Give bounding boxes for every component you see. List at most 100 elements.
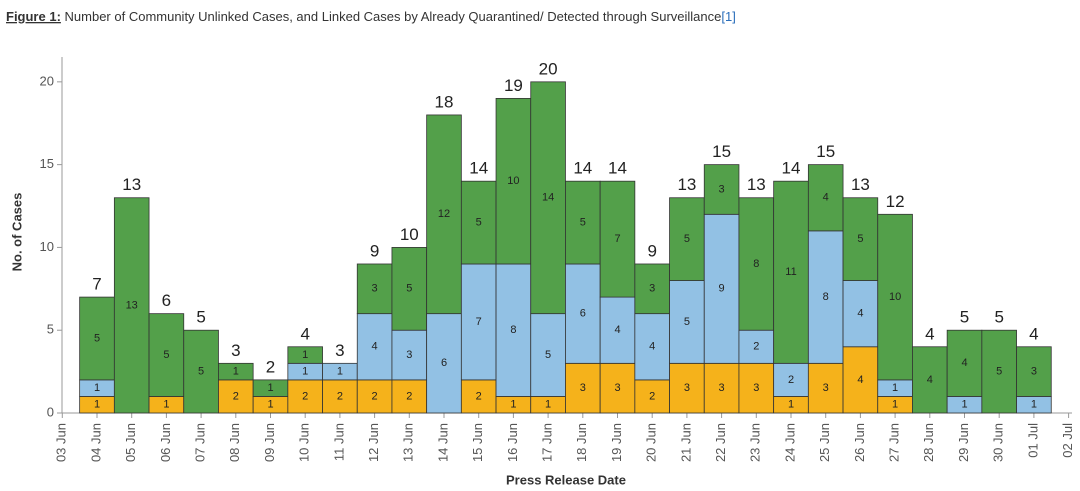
bar-segment xyxy=(218,379,254,414)
segment-label: 3 xyxy=(753,382,759,394)
bar-segment xyxy=(565,362,601,414)
segment-label: 1 xyxy=(163,399,169,411)
y-tick-label: 10 xyxy=(40,239,54,254)
bar-segment xyxy=(599,180,636,298)
segment-label: 4 xyxy=(857,374,863,386)
x-tick-label: 11 Jun xyxy=(331,423,346,461)
title-label: Figure 1: xyxy=(6,9,61,24)
segment-label: 7 xyxy=(614,233,620,245)
bar-segment xyxy=(113,197,150,414)
segment-label: 8 xyxy=(510,324,516,336)
total-label: 13 xyxy=(851,175,870,194)
x-tick-label: 14 Jun xyxy=(435,423,450,462)
chart-title: Figure 1: Number of Community Unlinked C… xyxy=(6,9,736,24)
bar-segment xyxy=(738,362,775,414)
x-tick-label: 19 Jun xyxy=(609,423,624,462)
x-tick-label: 06 Jun xyxy=(158,423,173,462)
segment-label: 3 xyxy=(614,382,620,394)
segment-label: 1 xyxy=(961,399,967,411)
bar-segment xyxy=(877,213,913,381)
segment-label: 1 xyxy=(94,382,100,394)
x-tick-label: 17 Jun xyxy=(540,423,555,462)
segment-label: 5 xyxy=(94,332,100,344)
bar-segment xyxy=(391,329,428,381)
segment-label: 4 xyxy=(823,192,829,204)
segment-label: 2 xyxy=(233,390,239,402)
total-label: 18 xyxy=(435,92,454,111)
total-label: 14 xyxy=(782,159,801,178)
total-label: 14 xyxy=(608,159,627,178)
bar-segment xyxy=(287,346,323,364)
segment-label: 4 xyxy=(927,374,933,386)
segment-label: 1 xyxy=(233,366,239,378)
segment-label: 5 xyxy=(545,349,551,361)
x-tick-label: 09 Jun xyxy=(262,423,277,462)
title-text: Number of Community Unlinked Cases, and … xyxy=(61,9,721,24)
total-label: 14 xyxy=(469,159,488,178)
segment-label: 4 xyxy=(372,341,378,353)
total-label: 3 xyxy=(335,341,344,360)
x-tick-label: 22 Jun xyxy=(713,423,728,462)
segment-label: 5 xyxy=(163,349,169,361)
x-tick-label: 02 Jul xyxy=(1060,423,1075,458)
bar-segment xyxy=(218,362,254,381)
title-ref[interactable]: [1] xyxy=(721,9,735,24)
bar-segment xyxy=(773,180,809,364)
x-tick-label: 25 Jun xyxy=(817,423,832,462)
x-tick-label: 05 Jun xyxy=(123,423,138,462)
segment-label: 2 xyxy=(337,390,343,402)
x-tick-label: 07 Jun xyxy=(193,423,208,462)
segment-label: 4 xyxy=(857,308,863,320)
total-label: 10 xyxy=(400,225,419,244)
y-tick-label: 0 xyxy=(47,404,54,419)
segment-label: 12 xyxy=(438,208,450,220)
segment-label: 10 xyxy=(507,175,519,187)
x-tick-label: 01 Jul xyxy=(1025,423,1040,458)
x-tick-label: 12 Jun xyxy=(366,423,381,462)
x-tick-label: 10 Jun xyxy=(297,423,312,462)
bar-segment xyxy=(79,296,115,381)
total-label: 3 xyxy=(231,341,240,360)
x-tick-label: 13 Jun xyxy=(401,423,416,462)
y-tick-label: 20 xyxy=(40,73,54,88)
bar-segment xyxy=(183,329,219,414)
bar-segment xyxy=(356,379,393,414)
segment-label: 3 xyxy=(719,183,725,195)
bar-segment xyxy=(703,164,740,215)
bar-segment xyxy=(738,197,775,331)
x-tick-label: 23 Jun xyxy=(748,423,763,462)
segment-label: 1 xyxy=(545,399,551,411)
segment-label: 1 xyxy=(267,382,273,394)
total-label: 4 xyxy=(925,324,934,343)
segment-label: 5 xyxy=(684,316,690,328)
segment-label: 5 xyxy=(580,216,586,228)
segment-label: 3 xyxy=(580,382,586,394)
segment-label: 5 xyxy=(406,283,412,295)
bar-segment xyxy=(738,329,775,364)
bar-segment xyxy=(565,263,601,364)
segment-label: 2 xyxy=(302,390,308,402)
segment-label: 5 xyxy=(996,366,1002,378)
total-label: 19 xyxy=(504,76,523,95)
total-label: 15 xyxy=(712,142,731,161)
segment-label: 8 xyxy=(753,258,759,270)
segment-label: 1 xyxy=(302,349,308,361)
segment-label: 1 xyxy=(302,366,308,378)
segment-label: 5 xyxy=(857,233,863,245)
x-tick-label: 30 Jun xyxy=(991,423,1006,462)
segment-label: 13 xyxy=(126,299,138,311)
total-label: 5 xyxy=(994,308,1003,327)
x-tick-label: 21 Jun xyxy=(678,423,693,462)
x-tick-label: 20 Jun xyxy=(644,423,659,462)
total-label: 20 xyxy=(539,59,558,78)
segment-label: 2 xyxy=(372,390,378,402)
segment-label: 10 xyxy=(889,291,901,303)
bar-segment xyxy=(946,329,983,397)
segment-label: 3 xyxy=(684,382,690,394)
segment-label: 6 xyxy=(441,357,447,369)
x-tick-label: 28 Jun xyxy=(921,423,936,462)
total-label: 13 xyxy=(747,175,766,194)
x-axis-label: Press Release Date xyxy=(506,472,626,487)
segment-label: 5 xyxy=(684,233,690,245)
segment-label: 3 xyxy=(372,283,378,295)
